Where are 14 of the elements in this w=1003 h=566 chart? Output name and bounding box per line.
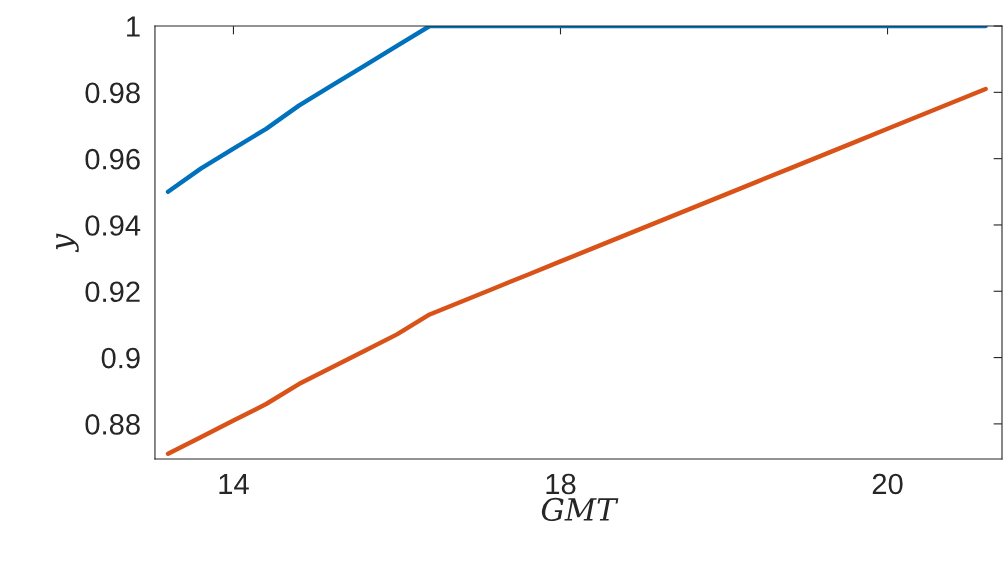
y-tick-label: 0.92 [85,281,140,303]
y-tick-label: 0.98 [85,82,140,104]
y-tick-label: 0.96 [85,148,140,170]
y-tick-label: 0.88 [85,414,140,435]
line-series [165,86,988,456]
y-tick-label: 0.9 [101,347,140,369]
x-tick-label: 20 [872,473,903,495]
line-series [165,26,988,195]
y-axis-title: y [56,233,79,253]
y-tick-label: 0.94 [85,215,141,236]
x-tick-label: 18 [546,473,576,495]
y-tick-label: 1 [127,16,140,37]
x-tick-label: 14 [219,473,249,495]
x-axis-title: GMT [541,497,619,521]
